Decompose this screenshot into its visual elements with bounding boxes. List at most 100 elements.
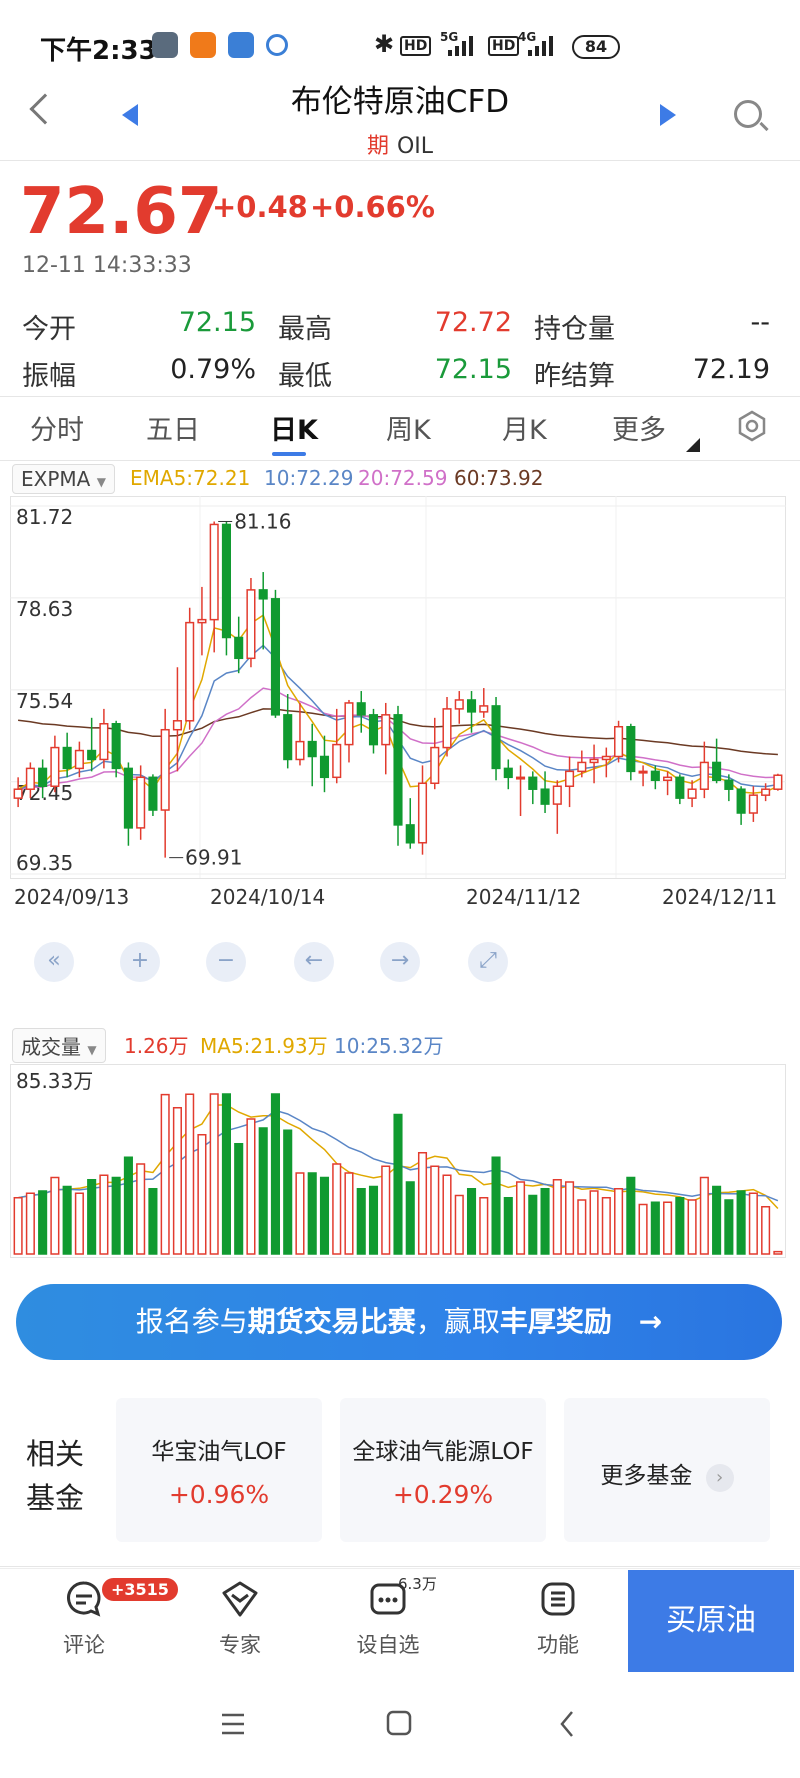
volume-bar — [111, 1176, 121, 1255]
move-right-button[interactable]: → — [380, 942, 420, 982]
expert-button[interactable]: 专家 — [190, 1579, 290, 1659]
candle — [87, 749, 97, 761]
zoom-in-button[interactable]: + — [120, 942, 160, 982]
home-icon[interactable] — [386, 1710, 412, 1736]
candlestick-chart[interactable]: 81.7278.6375.5472.4569.3581.1669.912024/… — [10, 496, 786, 996]
candle — [356, 702, 366, 716]
candle — [687, 788, 697, 799]
candle — [614, 725, 624, 758]
volume-indicator-name: 成交量 — [21, 1035, 81, 1059]
volume-bar — [50, 1176, 60, 1255]
volume-bar — [74, 1192, 84, 1255]
banner-bold: 期货交易比赛 — [247, 1305, 416, 1338]
stat-value-open-interest: -- — [750, 307, 771, 338]
network-4g-label: 4G — [518, 30, 537, 44]
volume-bar — [736, 1190, 746, 1255]
fund-card[interactable]: 华宝油气LOF +0.96% — [116, 1398, 322, 1542]
volume-bar — [258, 1127, 268, 1255]
banner-text: ，赢取 — [415, 1305, 500, 1338]
menu-icon[interactable] — [220, 1712, 246, 1736]
candle — [442, 708, 452, 749]
candle — [515, 776, 526, 780]
y-tick-label: 69.35 — [16, 851, 73, 875]
quote-time: 12-11 14:33:33 — [22, 253, 192, 278]
tab-weekly-k[interactable]: 周K — [386, 415, 431, 446]
volume-chart[interactable]: 85.33万 — [10, 1064, 786, 1258]
tab-five-day[interactable]: 五日 — [146, 415, 200, 446]
last-price: 72.67 — [20, 175, 223, 249]
volume-bar — [319, 1176, 330, 1255]
tab-monthly-k[interactable]: 月K — [502, 415, 547, 446]
more-funds-card[interactable]: 更多基金 › — [564, 1398, 770, 1542]
page-title: 布伦特原油CFD — [290, 84, 510, 120]
volume-bar — [13, 1196, 23, 1255]
stat-label-low: 最低 — [278, 361, 332, 392]
active-tab-indicator — [272, 452, 306, 456]
volume-bar — [172, 1106, 182, 1255]
move-left-button[interactable]: ← — [294, 942, 334, 982]
volume-bar — [614, 1187, 624, 1255]
candle — [663, 776, 673, 782]
candle — [650, 770, 660, 782]
more-dropdown-icon — [686, 438, 700, 452]
stat-label-amplitude: 振幅 — [22, 361, 76, 392]
tab-daily-k[interactable]: 日K — [270, 415, 318, 446]
fund-card[interactable]: 全球油气能源LOF +0.29% — [340, 1398, 546, 1542]
candle — [295, 740, 305, 761]
status-bar: 下午2:33 ✱ HD 5G HD 4G 84 — [0, 0, 800, 90]
volume-bar — [577, 1199, 587, 1255]
volume-max-label: 85.33万 — [16, 1069, 93, 1093]
add-watchlist-button[interactable]: 设自选 — [338, 1579, 438, 1659]
ema60-value: 60:73.92 — [454, 466, 544, 490]
volume-bar — [234, 1142, 244, 1255]
chevron-down-icon: ▼ — [87, 1043, 97, 1057]
comment-button[interactable]: 评论 — [34, 1579, 134, 1659]
candle — [283, 714, 293, 761]
comment-count-badge: +3515 — [100, 1576, 180, 1603]
volume-bar — [393, 1113, 403, 1255]
volume-indicator-select[interactable]: 成交量 ▼ — [12, 1028, 106, 1063]
previous-instrument-icon[interactable] — [122, 104, 138, 126]
candle — [491, 705, 501, 770]
status-time: 下午2:33 — [40, 36, 157, 66]
stat-label-prev-settle: 昨结算 — [534, 361, 615, 392]
indicator-select[interactable]: EXPMA ▼ — [12, 464, 115, 494]
app-notification-icon — [266, 34, 288, 56]
volume-bar — [185, 1093, 195, 1255]
next-instrument-icon[interactable] — [660, 104, 676, 126]
candle — [724, 779, 734, 790]
volume-bar — [87, 1178, 97, 1255]
volume-bar — [136, 1163, 146, 1255]
candle — [270, 598, 281, 716]
settings-icon[interactable] — [736, 410, 768, 442]
candle — [13, 788, 23, 799]
candle — [62, 746, 72, 770]
back-nav-icon[interactable] — [558, 1710, 576, 1738]
buy-oil-button[interactable]: 买原油 — [628, 1570, 794, 1672]
candle — [25, 767, 35, 790]
tab-intraday[interactable]: 分时 — [30, 415, 84, 446]
volume-bar — [454, 1194, 464, 1255]
watchlist-icon — [370, 1583, 406, 1615]
candle — [209, 523, 219, 621]
volume-ma10: 10:25.32万 — [334, 1034, 444, 1058]
comment-icon — [67, 1581, 101, 1617]
volume-bar — [515, 1181, 526, 1255]
candle — [307, 740, 317, 758]
volume-bar — [381, 1165, 391, 1255]
candle — [589, 758, 599, 764]
volume-bar — [332, 1163, 342, 1255]
search-icon[interactable] — [734, 100, 762, 128]
contest-banner[interactable]: 报名参与期货交易比赛，赢取丰厚奖励 → — [16, 1284, 782, 1360]
fullscreen-button[interactable]: ⤢ — [468, 942, 508, 982]
zoom-out-button[interactable]: − — [206, 942, 246, 982]
tab-more[interactable]: 更多 — [612, 415, 666, 446]
stat-value-open: 72.15 — [178, 307, 256, 338]
function-button[interactable]: 功能 — [508, 1579, 608, 1659]
candle — [503, 767, 513, 779]
candle — [38, 767, 48, 787]
volume-bar — [38, 1190, 48, 1255]
candle — [417, 782, 428, 844]
volume-bar — [479, 1196, 489, 1255]
scroll-left-fast-button[interactable]: « — [34, 942, 74, 982]
